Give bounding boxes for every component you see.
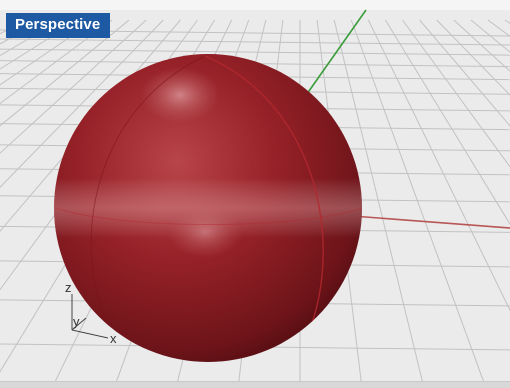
sphere-isocurve [204,55,324,351]
viewport-bottom-bar [0,381,510,388]
axis-x-label: x [110,331,117,346]
grid-line [0,19,113,105]
grid-line [0,19,147,154]
grid-line [436,19,510,96]
sphere-highlight [140,67,220,123]
grid-line [0,19,96,86]
axis-widget: z y x [65,280,117,346]
viewport-title-tab[interactable]: Perspective [6,13,111,38]
grid-line [0,19,130,127]
grid-line [333,19,425,388]
viewport-top-edge [0,0,510,10]
grid-line [0,38,510,46]
axis-y-label: y [73,314,80,329]
grid-line [402,19,510,168]
sphere-highlight [167,206,243,258]
sphere-object[interactable] [40,54,380,362]
grid-line [0,48,510,56]
grid-line [367,19,510,312]
grid-line [419,19,510,127]
grid-line [385,19,510,226]
sphere-isocurve [55,207,362,225]
grid-line [0,19,164,188]
axis-z-label: z [65,280,72,295]
sphere-isocurve [90,55,206,331]
grid-line [350,19,487,388]
